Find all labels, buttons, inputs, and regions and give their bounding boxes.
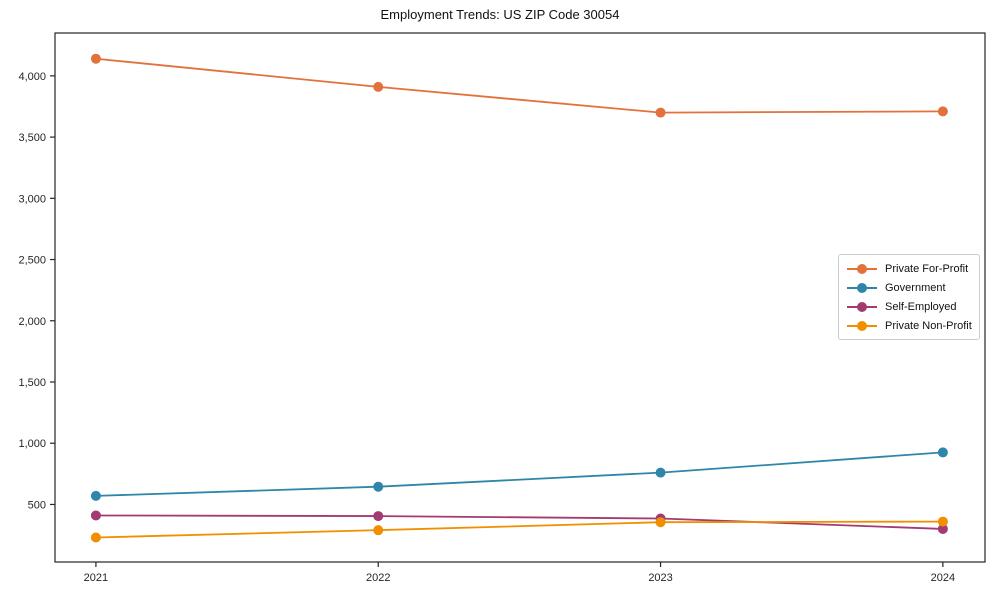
y-tick-label: 3,000: [18, 193, 46, 205]
x-tick-label: 2021: [84, 572, 108, 584]
data-point-government: [90, 490, 101, 501]
legend-entry: Private For-Profit: [847, 260, 971, 278]
plot-frame: [54, 32, 986, 563]
data-point-government: [937, 447, 948, 458]
data-point-self-employed: [373, 511, 384, 522]
data-point-government: [373, 481, 384, 492]
legend-entry: Government: [847, 279, 971, 297]
legend-line-marker-icon: [847, 320, 877, 331]
data-point-private-for-profit: [373, 81, 384, 92]
data-point-government: [655, 467, 666, 478]
legend-label: Private Non-Profit: [885, 319, 972, 332]
legend-line-marker-icon: [847, 301, 877, 312]
data-point-private-for-profit: [655, 107, 666, 118]
series-line-private-for-profit: [95, 57, 943, 114]
legend-line-marker-icon: [847, 263, 877, 274]
x-tick-label: 2022: [366, 572, 390, 584]
legend-label: Government: [885, 281, 946, 294]
y-tick-label: 2,500: [18, 255, 46, 267]
y-tick-label: 3,500: [18, 132, 46, 144]
legend-label: Private For-Profit: [885, 262, 969, 275]
y-tick-label: 500: [28, 499, 46, 511]
data-point-private-for-profit: [90, 53, 101, 64]
series-line-self-employed: [95, 514, 943, 530]
legend-label: Self-Employed: [885, 300, 957, 313]
y-tick-label: 4,000: [18, 71, 46, 83]
data-point-private-non-profit: [937, 516, 948, 527]
x-tick-label: 2024: [931, 572, 955, 584]
y-tick-label: 2,000: [18, 316, 46, 328]
y-tick-label: 1,500: [18, 377, 46, 389]
legend-line-marker-icon: [847, 282, 877, 293]
legend-entry: Self-Employed: [847, 298, 971, 316]
series-line-government: [95, 451, 943, 497]
legend-entry: Private Non-Profit: [847, 317, 972, 335]
chart-title: Employment Trends: US ZIP Code 30054: [380, 7, 620, 22]
data-point-private-for-profit: [937, 106, 948, 117]
series-line-private-non-profit: [95, 520, 943, 539]
data-point-private-non-profit: [655, 517, 666, 528]
data-point-self-employed: [937, 523, 948, 534]
x-tick-label: 2023: [648, 572, 672, 584]
legend: Private For-Profit Government Self-Employe…: [838, 254, 980, 340]
data-point-self-employed: [90, 510, 101, 521]
data-point-private-non-profit: [373, 525, 384, 536]
y-tick-label: 1,000: [18, 438, 46, 450]
data-point-private-non-profit: [90, 532, 101, 543]
